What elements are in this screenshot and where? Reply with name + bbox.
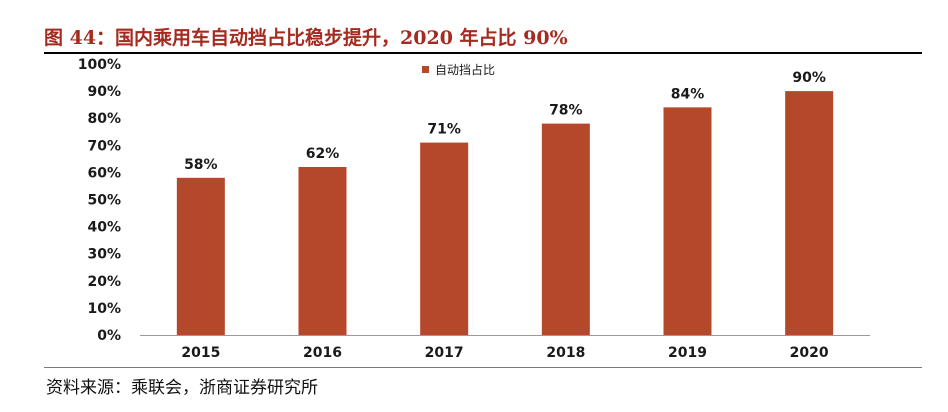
bar	[176, 177, 225, 335]
bar	[663, 107, 712, 335]
legend: 自动挡占比	[422, 62, 495, 77]
x-tick-label: 2020	[790, 345, 829, 361]
x-tick-label: 2019	[668, 345, 707, 361]
x-tick-label: 2018	[546, 345, 585, 361]
title-divider	[44, 52, 922, 54]
bar	[541, 123, 590, 336]
data-label: 90%	[792, 70, 826, 86]
x-tick-label: 2015	[181, 345, 220, 361]
y-tick-label: 20%	[87, 274, 121, 290]
y-tick-label: 30%	[87, 247, 121, 263]
y-tick-label: 0%	[97, 328, 121, 344]
y-tick-label: 60%	[87, 165, 121, 181]
y-tick-label: 40%	[87, 220, 121, 236]
source-note: 资料来源：乘联会，浙商证券研究所	[46, 378, 318, 398]
bar	[785, 91, 834, 335]
data-label: 78%	[549, 103, 583, 119]
bar	[298, 166, 347, 335]
legend-swatch	[422, 66, 429, 73]
x-axis-labels: 2015 2016 2017 2018 2019 2020	[181, 345, 829, 361]
data-label: 71%	[427, 122, 461, 138]
y-tick-label: 80%	[87, 111, 121, 127]
y-tick-label: 50%	[87, 193, 121, 209]
bars	[176, 91, 834, 336]
y-tick-label: 90%	[87, 84, 121, 100]
legend-label: 自动挡占比	[435, 62, 495, 77]
source-divider	[44, 367, 922, 368]
x-tick-label: 2017	[425, 345, 464, 361]
bar	[420, 142, 469, 335]
y-axis-ticks: 0% 10% 20% 30% 40% 50% 60% 70% 80% 90% 100%	[78, 57, 121, 344]
y-tick-label: 100%	[78, 57, 121, 73]
y-tick-label: 70%	[87, 138, 121, 154]
x-tick-label: 2016	[303, 345, 342, 361]
data-label: 58%	[184, 157, 218, 173]
data-label: 62%	[306, 146, 340, 162]
data-label: 84%	[671, 86, 705, 102]
data-labels: 58% 62% 71% 78% 84% 90%	[184, 70, 826, 173]
y-tick-label: 10%	[87, 301, 121, 317]
figure-title: 图 44：国内乘用车自动挡占比稳步提升，2020 年占比 90%	[44, 27, 568, 49]
